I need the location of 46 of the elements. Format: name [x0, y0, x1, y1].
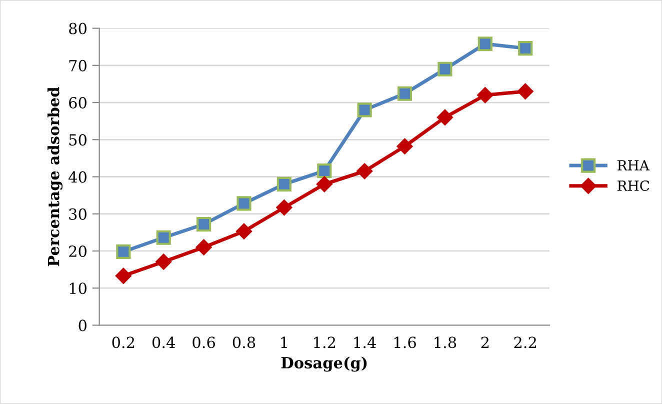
x-tick-label: 2 [481, 336, 489, 348]
x-tick-label: 1 [281, 336, 287, 348]
point [156, 230, 171, 245]
y-tick-label: 20 [69, 245, 86, 258]
y-tick-label: 10 [70, 282, 86, 294]
point [357, 102, 372, 118]
y-tick-label: 50 [69, 134, 86, 146]
x-tick-label: 2.2 [514, 336, 536, 348]
y-tick-label: 80 [69, 22, 86, 34]
y-tick-label: 60 [69, 96, 86, 109]
point [317, 164, 332, 178]
point [276, 200, 292, 216]
point [477, 87, 494, 104]
point [276, 176, 292, 192]
point [437, 109, 453, 126]
legend-label: RHC [618, 180, 650, 191]
y-tick-label: 30 [69, 208, 86, 220]
point [438, 62, 452, 76]
y-axis-title: Percentage adsorbed [47, 87, 62, 266]
y-tick-label: 40 [68, 171, 86, 183]
point [478, 36, 492, 52]
point [116, 244, 131, 260]
point [517, 83, 534, 100]
x-tick-label: 0.4 [152, 336, 175, 348]
point [236, 196, 252, 211]
point [115, 268, 132, 284]
point [316, 176, 332, 192]
point [356, 163, 372, 180]
point [196, 239, 212, 256]
x-tick-label: 0.6 [192, 336, 215, 348]
point [396, 138, 413, 154]
x-tick-label: 1.8 [434, 336, 456, 348]
x-tick-label: 0.8 [232, 336, 256, 348]
point [236, 223, 252, 240]
x-tick-label: 1.6 [394, 336, 416, 348]
x-tick-label: 0.2 [112, 336, 134, 348]
y-tick-label: 0 [78, 320, 86, 332]
point [397, 86, 412, 101]
x-tick-label: 1.2 [314, 336, 336, 348]
point [518, 41, 533, 56]
point [156, 254, 172, 270]
x-tick-label: 1.4 [354, 336, 376, 348]
point [196, 216, 212, 232]
x-axis-title: Dosage(g) [281, 356, 367, 372]
legend-label: RHA [618, 160, 650, 170]
y-tick-label: 70 [69, 60, 86, 72]
